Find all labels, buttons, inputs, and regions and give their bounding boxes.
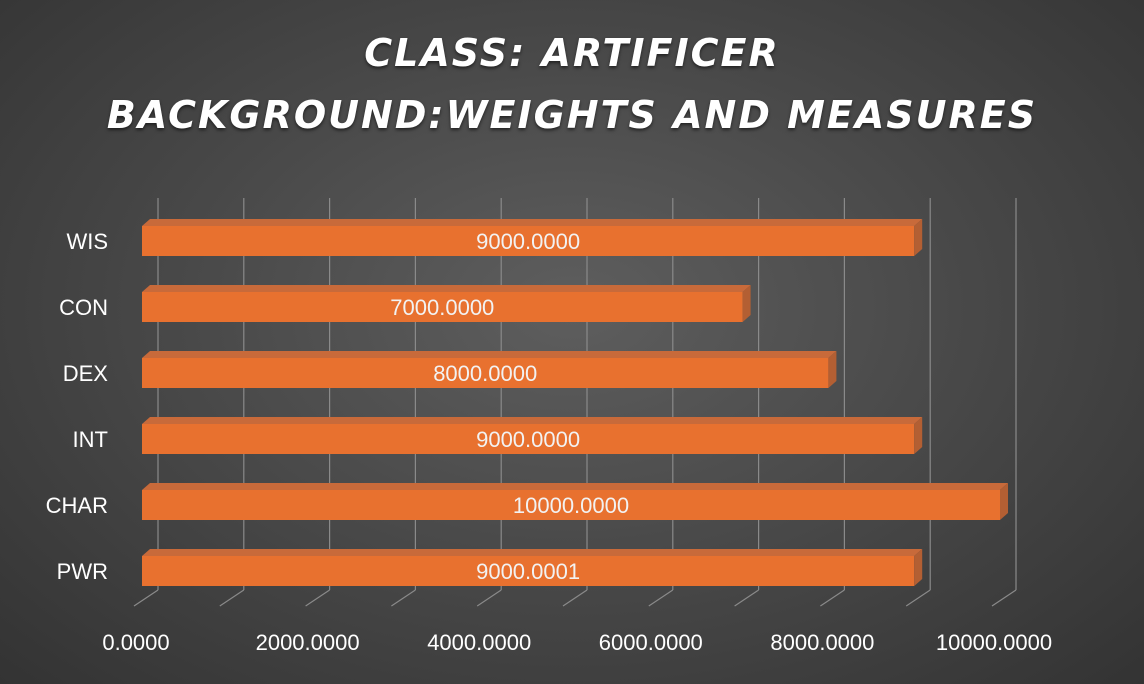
data-label: 9000.0000 [476, 229, 580, 254]
chart-title: CLASS: ARTIFICER BACKGROUND:WEIGHTS AND … [0, 22, 1144, 146]
floor-gridline [391, 589, 416, 607]
floor-gridline [905, 589, 931, 607]
floor-gridline [219, 589, 245, 607]
bar-side [742, 285, 751, 322]
category-label: INT [73, 427, 108, 452]
bar-top [142, 417, 923, 424]
bar [142, 292, 743, 322]
data-label: 8000.0000 [433, 361, 537, 386]
bar [142, 358, 829, 388]
bar-top [142, 219, 923, 226]
bar-side [914, 549, 923, 586]
bar-top [142, 351, 837, 358]
bar [142, 424, 915, 454]
chart-title-line-1: CLASS: ARTIFICER [364, 31, 780, 75]
x-tick-label: 10000.0000 [936, 630, 1052, 655]
chart-title-line-2: BACKGROUND:WEIGHTS AND MEASURES [106, 93, 1038, 137]
bar-top [142, 285, 751, 292]
floor-gridline [648, 589, 674, 607]
bar-side [828, 351, 837, 388]
category-label: WIS [66, 229, 108, 254]
bar [142, 556, 915, 586]
category-label: CHAR [46, 493, 108, 518]
bar-side [914, 219, 923, 256]
category-label: DEX [63, 361, 109, 386]
bar-top [142, 483, 1008, 490]
x-tick-label: 2000.0000 [256, 630, 360, 655]
bar [142, 226, 915, 256]
floor-gridline [562, 589, 588, 607]
floor-gridline [820, 589, 845, 607]
floor-gridline [991, 589, 1017, 607]
floor-gridline [734, 589, 759, 607]
data-label: 9000.0000 [476, 427, 580, 452]
bar-side [1000, 483, 1008, 520]
x-tick-label: 8000.0000 [770, 630, 874, 655]
data-label: 10000.0000 [513, 493, 629, 518]
bar-top [142, 549, 923, 556]
floor-gridline [476, 589, 502, 607]
floor-gridline [305, 589, 330, 607]
x-tick-label: 0.0000 [102, 630, 169, 655]
data-label: 7000.0000 [390, 295, 494, 320]
category-label: PWR [57, 559, 108, 584]
bar [142, 490, 1000, 520]
category-label: CON [59, 295, 108, 320]
bar-side [914, 417, 923, 454]
x-tick-label: 6000.0000 [599, 630, 703, 655]
floor-gridline [133, 589, 159, 607]
data-label: 9000.0001 [476, 559, 580, 584]
x-tick-label: 4000.0000 [427, 630, 531, 655]
